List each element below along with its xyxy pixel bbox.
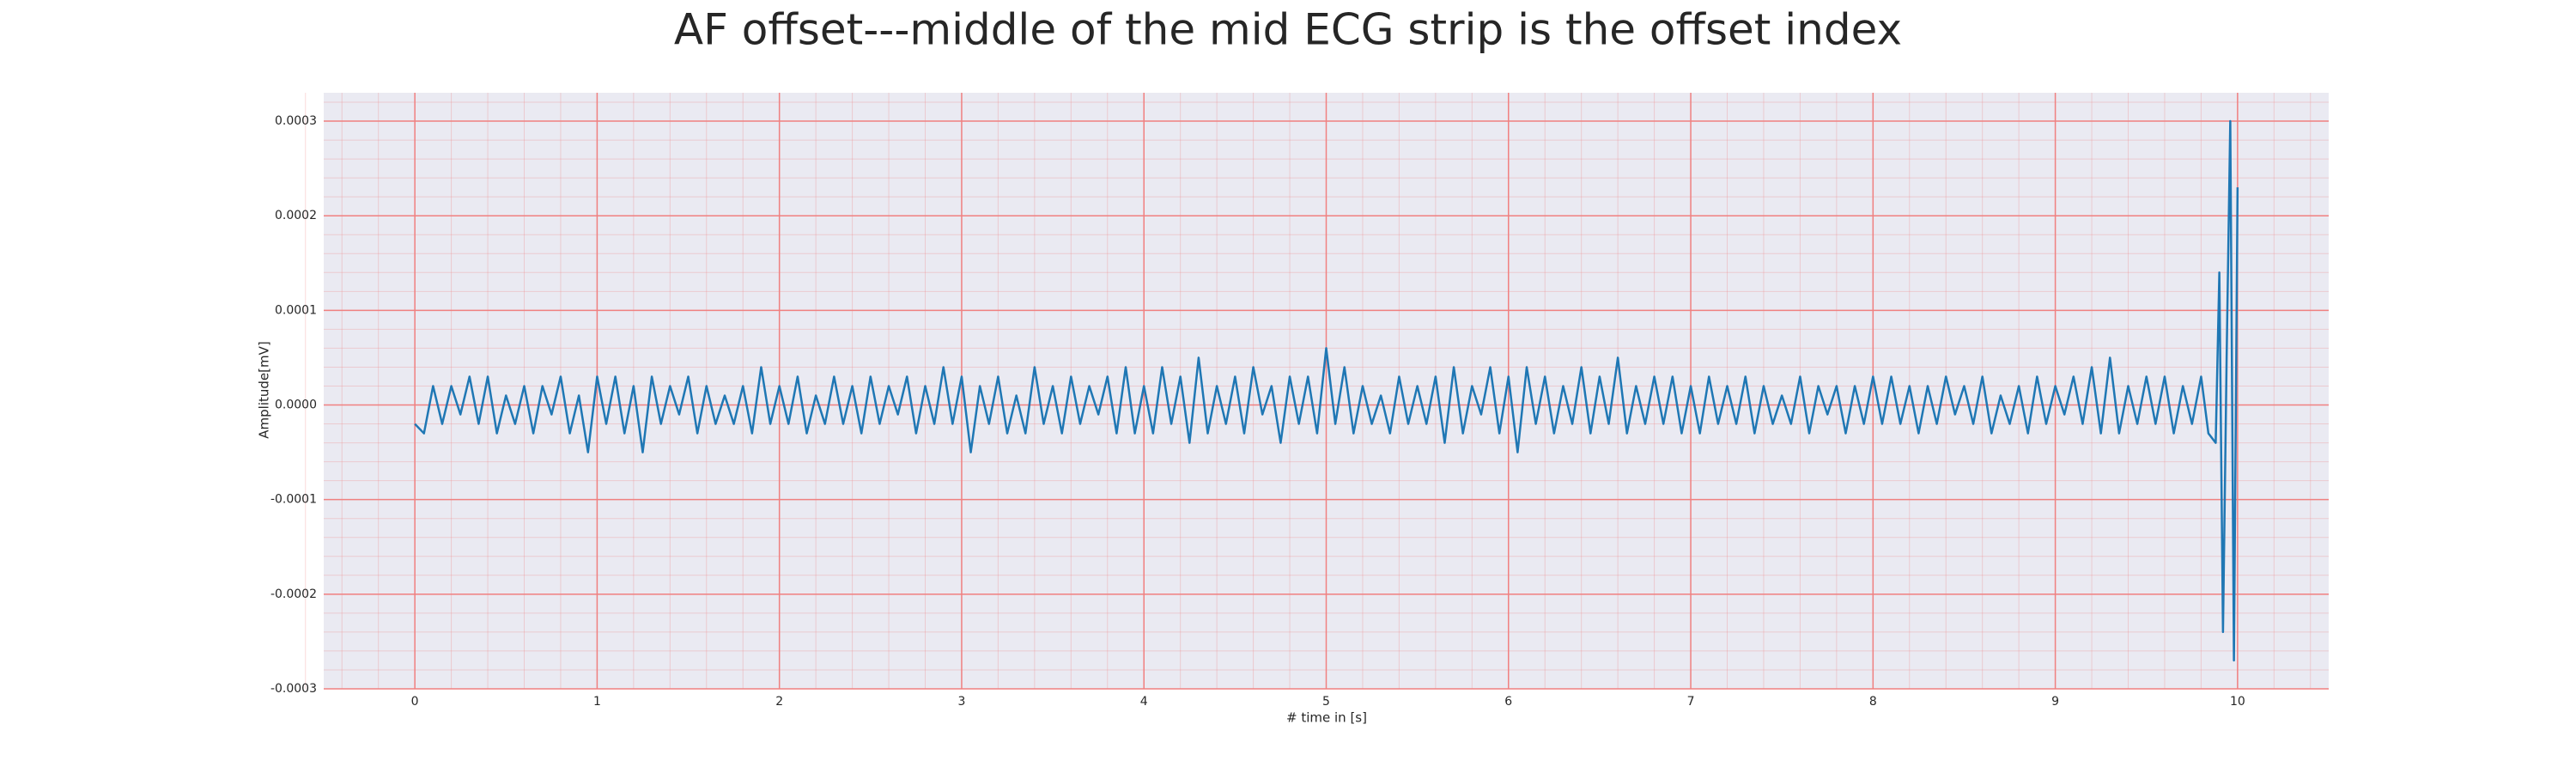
x-tick-label: 4: [1140, 695, 1148, 709]
x-tick-label: 9: [2051, 695, 2059, 709]
x-tick-label: 2: [775, 695, 783, 709]
y-axis-label: Amplitude[mV]: [257, 341, 272, 438]
y-tick-label: -0.0002: [270, 587, 317, 601]
y-tick-label: -0.0003: [270, 682, 317, 696]
y-tick-label: 0.0003: [275, 114, 317, 128]
x-tick-label: 1: [593, 695, 601, 709]
y-tick-label: 0.0000: [275, 399, 317, 412]
x-tick-label: 0: [411, 695, 419, 709]
x-tick-label: 6: [1504, 695, 1512, 709]
y-tick-label: 0.0001: [275, 303, 317, 317]
y-tick-label: -0.0001: [270, 493, 317, 507]
chart-title: AF offset---middle of the mid ECG strip …: [674, 5, 1902, 55]
x-tick-label: 10: [2230, 695, 2245, 709]
y-tick-label: 0.0002: [275, 209, 317, 222]
x-tick-label: 8: [1869, 695, 1877, 709]
x-tick-label: 5: [1322, 695, 1330, 709]
x-tick-label: 7: [1687, 695, 1695, 709]
line-series: [414, 119, 2239, 662]
x-tick-label: 3: [957, 695, 965, 709]
x-axis-label: # time in [s]: [1286, 710, 1367, 726]
